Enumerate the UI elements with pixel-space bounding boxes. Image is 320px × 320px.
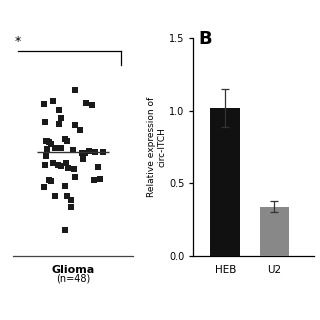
Point (42, 101, 47, 107)
Point (79, 150, 84, 155)
Bar (260, 207, 289, 256)
Point (73, 122, 78, 127)
Point (47, 139, 52, 144)
Point (63, 136, 68, 141)
Point (69, 197, 74, 202)
Point (101, 149, 106, 155)
Point (66, 165, 71, 171)
Point (55, 163, 60, 168)
Point (43, 139, 48, 144)
Point (48, 141, 53, 147)
Point (64, 161, 69, 166)
Point (49, 179, 54, 184)
Text: (n=48): (n=48) (56, 273, 90, 284)
Point (44, 153, 49, 158)
Point (51, 98, 56, 103)
Point (86, 148, 92, 154)
Point (50, 161, 55, 166)
Point (98, 176, 103, 181)
Bar (211, 108, 240, 256)
Point (57, 122, 62, 127)
Text: *: * (14, 35, 21, 48)
Point (72, 174, 77, 179)
Point (47, 177, 52, 182)
Point (56, 107, 61, 112)
Point (59, 163, 64, 168)
Point (59, 116, 64, 121)
Point (96, 164, 101, 169)
Point (70, 148, 76, 153)
Point (93, 149, 98, 155)
Text: B: B (198, 30, 212, 48)
Point (89, 102, 94, 108)
Point (42, 185, 47, 190)
Point (65, 139, 70, 144)
Point (42, 163, 47, 168)
Point (52, 146, 57, 151)
Y-axis label: Relative expression of
circ-ITCH: Relative expression of circ-ITCH (147, 97, 166, 197)
Point (81, 156, 86, 162)
Point (65, 193, 70, 198)
Point (78, 128, 83, 133)
Point (68, 204, 73, 209)
Point (45, 139, 50, 144)
Point (62, 227, 67, 232)
Point (43, 119, 48, 124)
Point (73, 87, 78, 92)
Point (84, 100, 89, 105)
Point (53, 194, 58, 199)
Point (58, 146, 63, 151)
Point (71, 166, 76, 172)
Point (62, 183, 67, 188)
Point (92, 178, 97, 183)
Point (82, 151, 87, 156)
Point (45, 146, 50, 151)
